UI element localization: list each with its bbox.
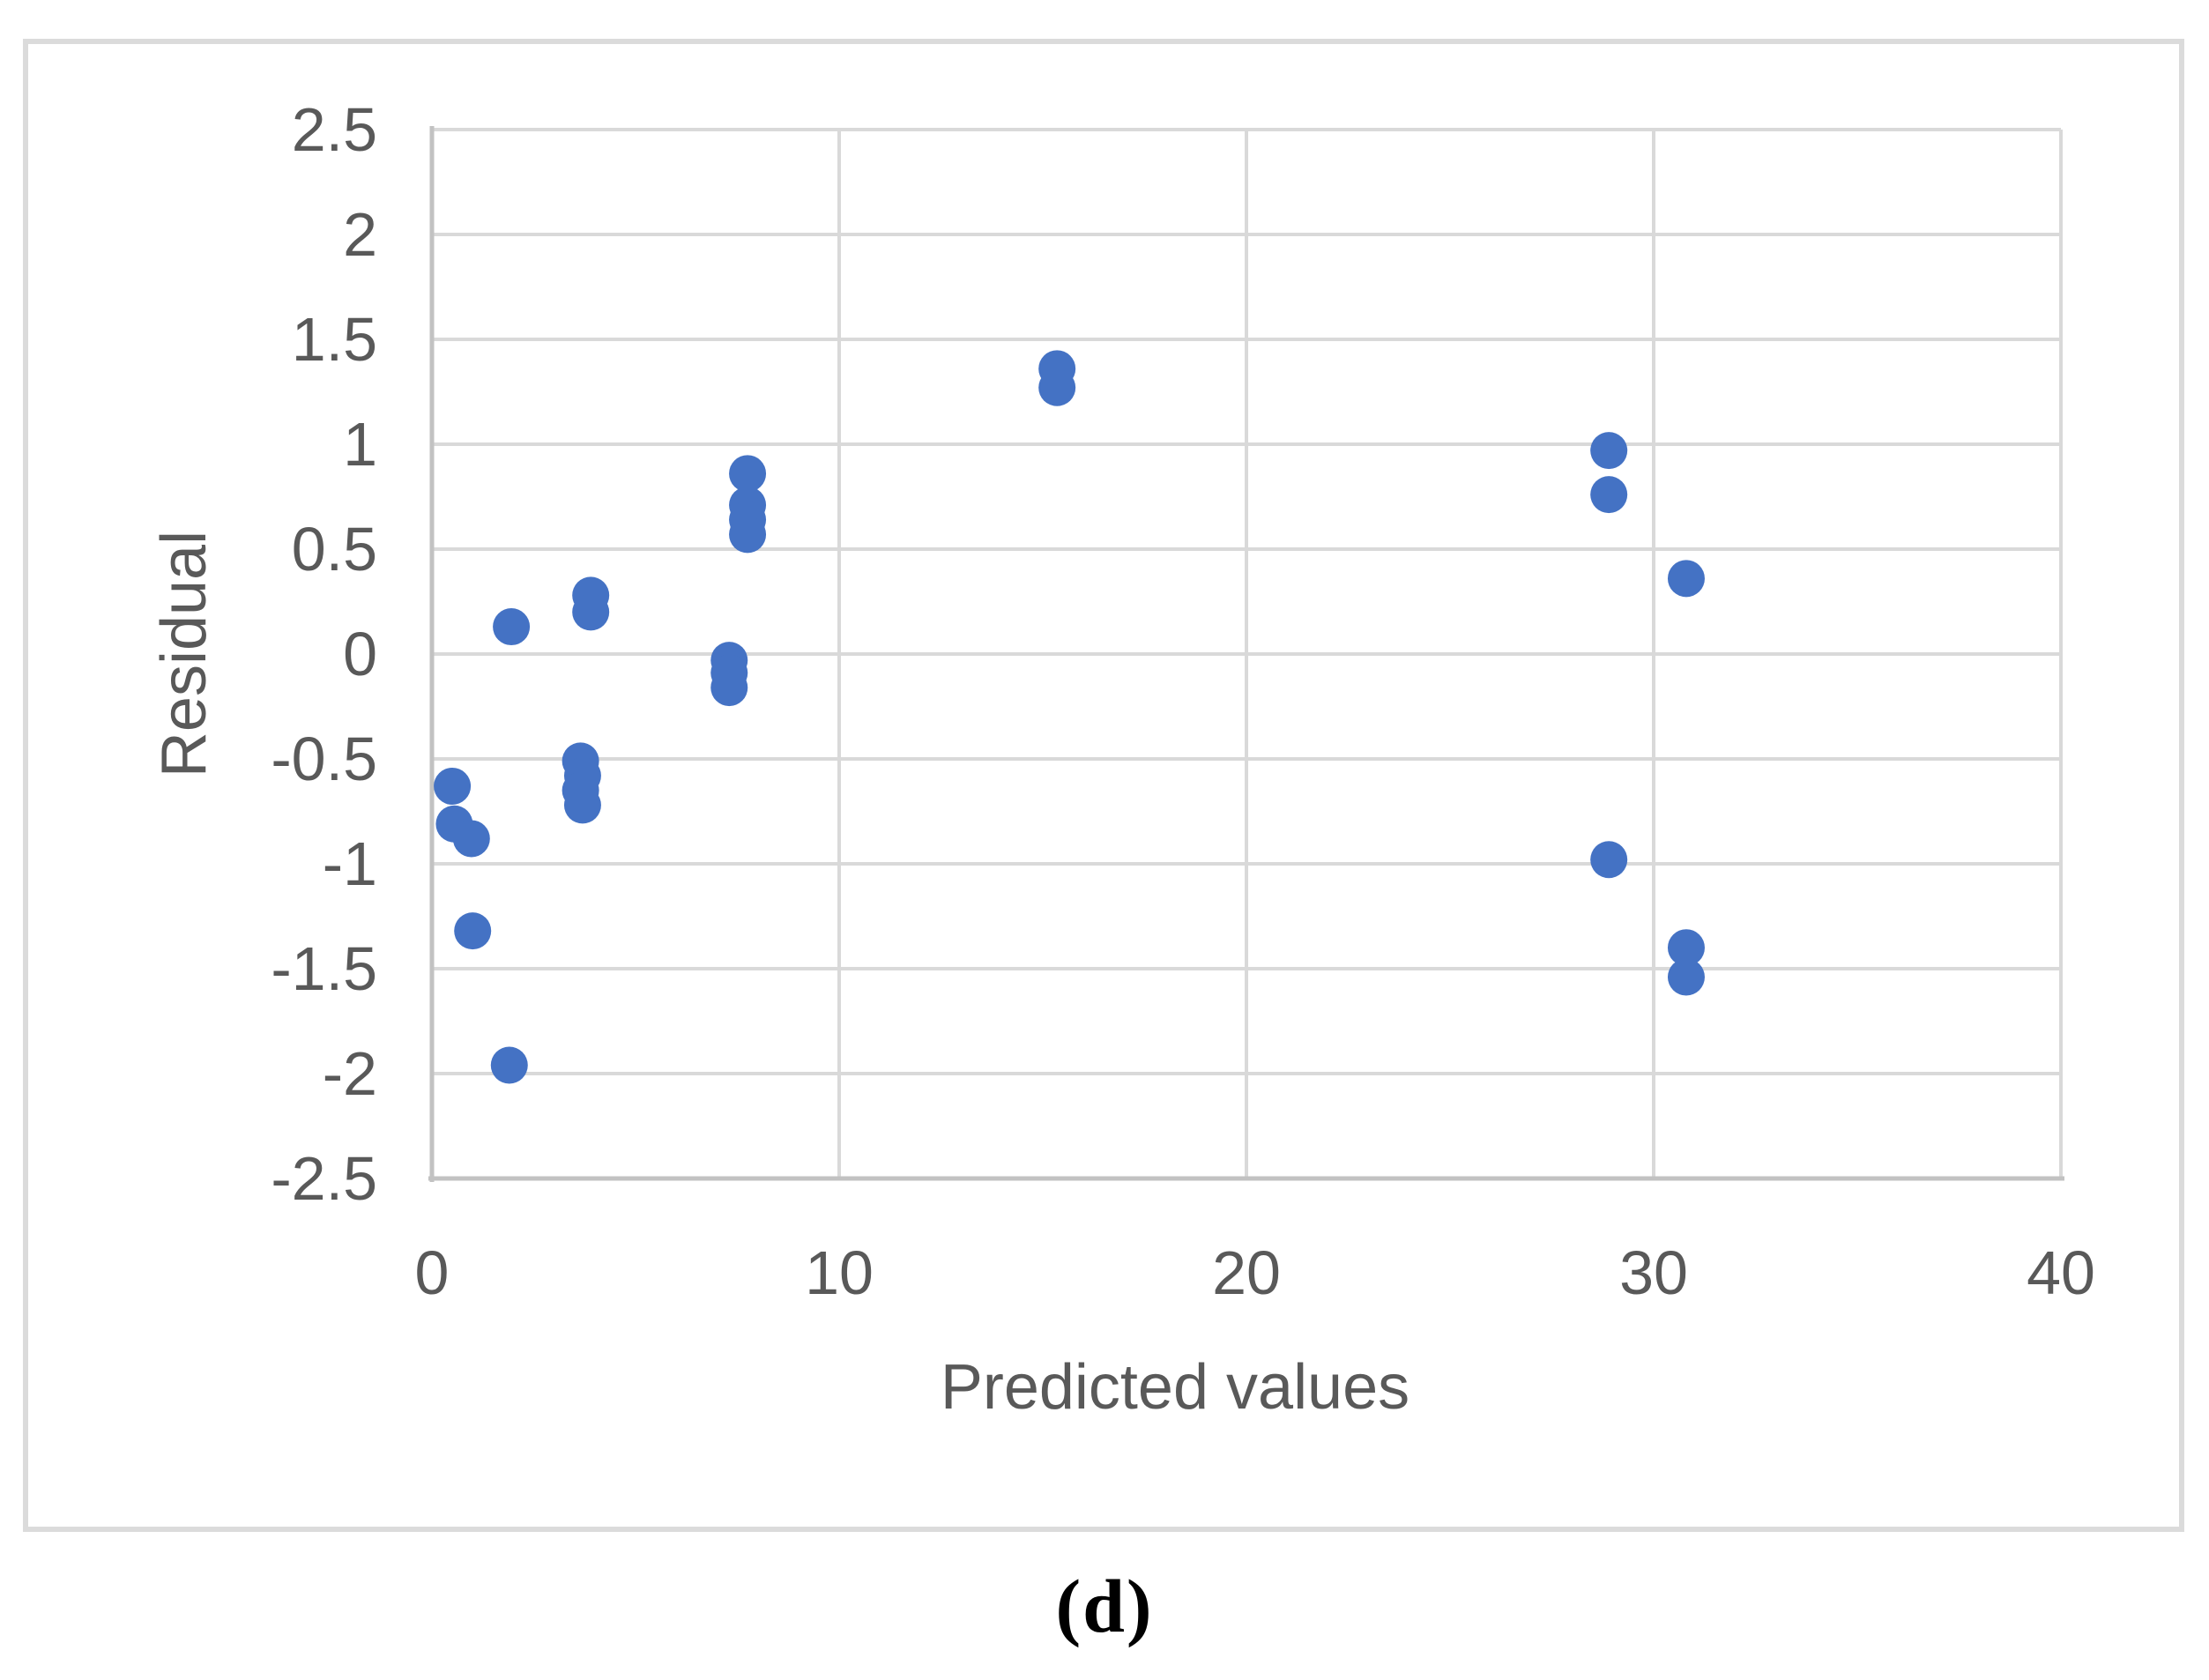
data-point: [729, 516, 767, 554]
figure-caption: (d): [1055, 1564, 1154, 1648]
data-point: [563, 786, 601, 824]
y-tick-label: -2.5: [271, 1144, 377, 1213]
data-point: [452, 820, 490, 858]
data-point: [1590, 476, 1628, 514]
x-tick-label: 30: [1619, 1238, 1688, 1307]
y-tick-label: 2: [343, 200, 377, 269]
x-tick-label: 20: [1212, 1238, 1281, 1307]
y-axis-title: Residual: [149, 531, 219, 777]
x-tick-label: 0: [415, 1238, 450, 1307]
data-point: [1590, 432, 1628, 470]
y-tick-label: 1: [343, 410, 377, 479]
data-point: [1667, 958, 1705, 996]
y-tick-label: 0.5: [292, 515, 377, 584]
data-point: [1667, 929, 1705, 967]
data-point: [710, 669, 748, 707]
data-point: [1038, 368, 1076, 406]
y-tick-label: -0.5: [271, 725, 377, 793]
x-tick-label: 10: [805, 1238, 874, 1307]
data-point: [434, 767, 472, 805]
data-point: [490, 1046, 528, 1084]
data-point: [454, 912, 492, 950]
data-point: [729, 455, 767, 493]
data-point: [493, 608, 531, 646]
y-tick-label: -2: [323, 1039, 377, 1108]
y-tick-label: -1.5: [271, 934, 377, 1003]
y-tick-label: -1: [323, 829, 377, 898]
y-tick-label: 2.5: [292, 95, 377, 164]
data-point: [1590, 841, 1628, 879]
figure-border: [23, 39, 2184, 1532]
x-axis-title: Predicted values: [941, 1352, 1409, 1423]
x-tick-label: 40: [2027, 1238, 2095, 1307]
y-tick-label: 1.5: [292, 305, 377, 374]
y-tick-label: 0: [343, 620, 377, 688]
data-point: [1667, 560, 1705, 598]
data-point: [572, 593, 610, 631]
